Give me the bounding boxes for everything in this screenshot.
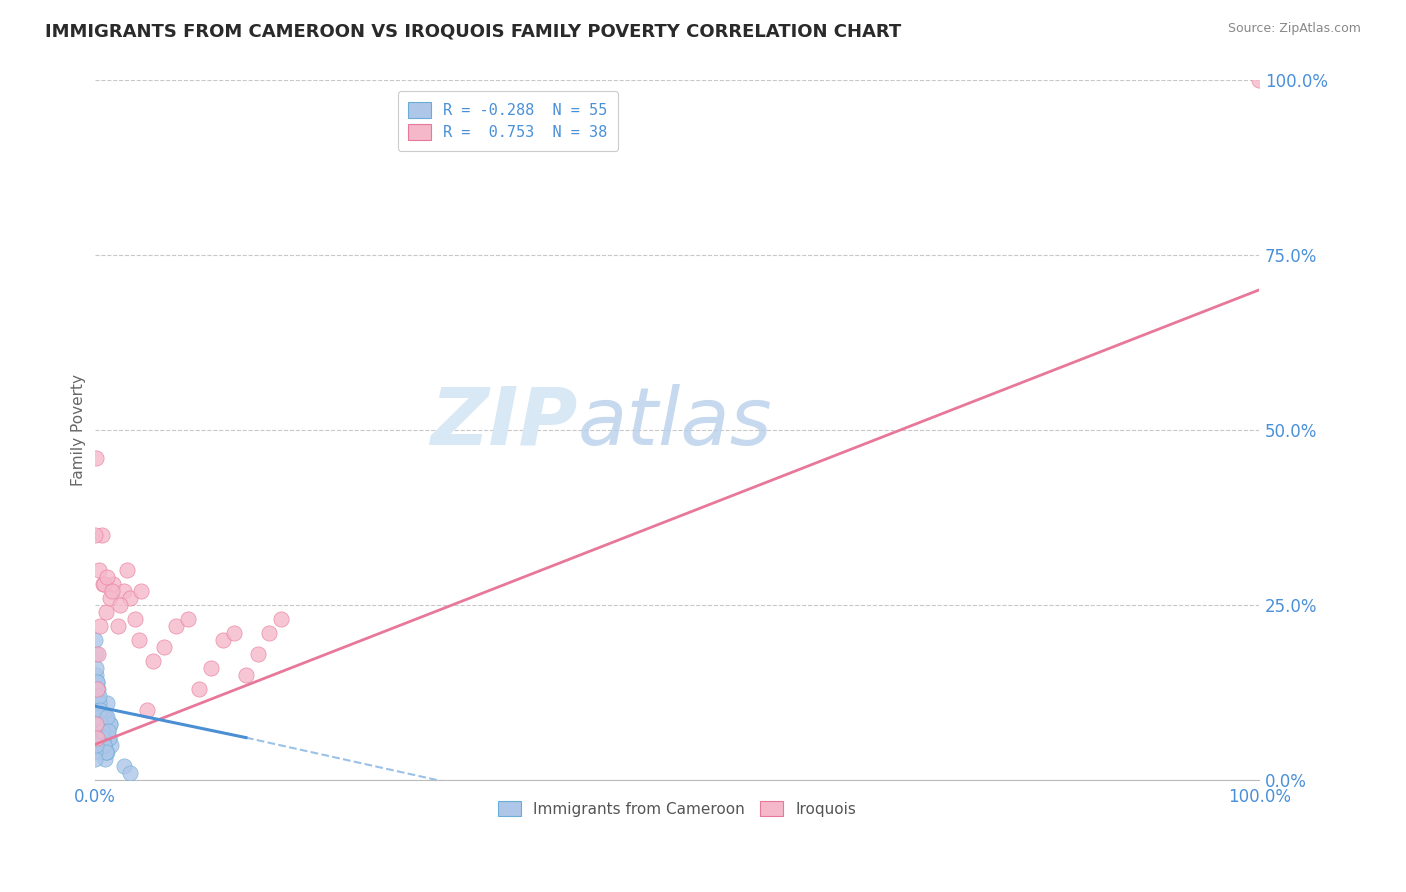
Point <box>97 723 120 738</box>
Point <box>136 703 159 717</box>
Point <box>90 723 112 738</box>
Point <box>91 723 114 738</box>
Point <box>86 450 108 465</box>
Point <box>91 731 114 745</box>
Text: IMMIGRANTS FROM CAMEROON VS IROQUOIS FAMILY POVERTY CORRELATION CHART: IMMIGRANTS FROM CAMEROON VS IROQUOIS FAM… <box>45 22 901 40</box>
Point <box>211 632 233 647</box>
Point <box>1249 73 1271 87</box>
Point <box>86 738 108 752</box>
Point <box>103 576 125 591</box>
Point <box>84 731 107 745</box>
Point <box>89 745 111 759</box>
Point <box>177 612 200 626</box>
Point <box>84 738 107 752</box>
Point <box>90 731 112 745</box>
Point <box>98 731 121 745</box>
Point <box>107 618 129 632</box>
Point <box>112 758 135 772</box>
Text: ZIP: ZIP <box>430 384 578 462</box>
Point <box>129 583 152 598</box>
Point <box>90 731 112 745</box>
Point <box>93 709 115 723</box>
Point <box>89 563 111 577</box>
Point <box>84 716 107 731</box>
Point <box>96 709 118 723</box>
Point <box>84 647 107 661</box>
Point <box>96 570 118 584</box>
Point <box>100 738 122 752</box>
Point <box>142 654 165 668</box>
Point <box>87 681 110 696</box>
Point <box>84 527 107 541</box>
Point <box>91 576 114 591</box>
Point <box>86 674 108 689</box>
Point <box>97 723 120 738</box>
Text: atlas: atlas <box>578 384 773 462</box>
Point <box>96 605 118 619</box>
Point <box>86 667 108 681</box>
Point <box>86 681 108 696</box>
Point <box>84 703 107 717</box>
Point <box>91 738 114 752</box>
Point <box>259 625 281 640</box>
Point <box>118 591 141 605</box>
Point <box>87 647 110 661</box>
Point <box>90 527 112 541</box>
Point <box>84 632 107 647</box>
Point <box>112 583 135 598</box>
Point <box>94 745 117 759</box>
Point <box>98 716 121 731</box>
Point <box>93 738 115 752</box>
Point <box>246 647 269 661</box>
Point <box>200 661 222 675</box>
Point <box>96 696 118 710</box>
Text: Source: ZipAtlas.com: Source: ZipAtlas.com <box>1227 22 1361 36</box>
Point <box>94 745 117 759</box>
Point <box>86 731 108 745</box>
Point <box>93 738 115 752</box>
Point <box>98 716 121 731</box>
Point <box>188 681 211 696</box>
Point <box>89 618 111 632</box>
Point <box>165 618 187 632</box>
Point <box>124 612 146 626</box>
Point <box>89 696 111 710</box>
Point <box>224 625 246 640</box>
Point <box>128 632 150 647</box>
Point <box>86 674 108 689</box>
Point <box>91 723 114 738</box>
Point <box>84 751 107 765</box>
Point <box>97 731 120 745</box>
Legend: Immigrants from Cameroon, Iroquois: Immigrants from Cameroon, Iroquois <box>491 793 863 824</box>
Point <box>87 709 110 723</box>
Point <box>115 563 138 577</box>
Y-axis label: Family Poverty: Family Poverty <box>72 374 86 486</box>
Point <box>89 716 111 731</box>
Point <box>86 661 108 675</box>
Point <box>108 598 131 612</box>
Point <box>153 640 176 654</box>
Point <box>86 689 108 703</box>
Point <box>91 731 114 745</box>
Point <box>89 709 111 723</box>
Point <box>94 751 117 765</box>
Point <box>90 716 112 731</box>
Point <box>93 723 115 738</box>
Point <box>83 745 105 759</box>
Point <box>235 667 257 681</box>
Point <box>87 703 110 717</box>
Point <box>101 583 124 598</box>
Point <box>91 738 114 752</box>
Point <box>86 723 108 738</box>
Point <box>87 689 110 703</box>
Point <box>270 612 292 626</box>
Point <box>96 709 118 723</box>
Point <box>98 591 121 605</box>
Point <box>89 703 111 717</box>
Point <box>93 576 115 591</box>
Point <box>89 716 111 731</box>
Point <box>96 745 118 759</box>
Point <box>84 716 107 731</box>
Point <box>118 765 141 780</box>
